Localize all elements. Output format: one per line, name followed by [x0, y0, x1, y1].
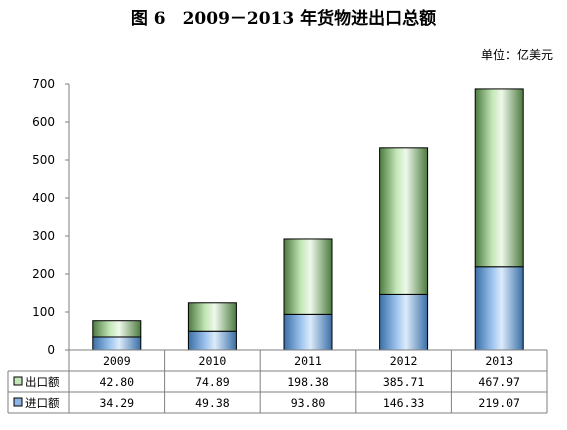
x-category-label: 2013: [485, 354, 513, 368]
chart-title: 图 6 2009－2013 年货物进出口总额: [130, 9, 437, 29]
x-category-label: 2010: [199, 354, 227, 368]
y-tick-label: 600: [32, 115, 55, 129]
legend-label: 进口额: [25, 396, 60, 410]
data-label: 385.71: [383, 375, 425, 389]
bar-import-2012: [379, 293, 429, 351]
data-label: 146.33: [383, 396, 425, 410]
y-tick-label: 100: [32, 305, 55, 319]
bar-export-2012: [379, 147, 429, 295]
x-category-label: 2012: [390, 354, 418, 368]
bar-export-2011: [283, 238, 333, 315]
data-label: 219.07: [478, 396, 520, 410]
x-category-label: 2011: [294, 354, 322, 368]
legend-label: 出口额: [25, 375, 60, 389]
data-label: 49.38: [195, 396, 230, 410]
bar-import-2013: [474, 266, 524, 351]
data-label: 42.80: [99, 375, 134, 389]
bar-export-2009: [92, 320, 142, 338]
bar-import-2009: [92, 336, 142, 351]
unit-label: 单位：亿美元: [480, 48, 553, 62]
y-tick-label: 400: [32, 191, 55, 205]
y-tick-label: 200: [32, 267, 55, 281]
y-tick-label: 500: [32, 153, 55, 167]
legend-swatch: [13, 397, 23, 407]
data-label: 34.29: [99, 396, 134, 410]
data-label: 93.80: [291, 396, 326, 410]
bar-import-2011: [283, 313, 333, 351]
data-label: 74.89: [195, 375, 230, 389]
data-label: 467.97: [478, 375, 520, 389]
bar-import-2010: [187, 330, 237, 351]
x-category-label: 2009: [103, 354, 131, 368]
y-tick-label: 700: [32, 77, 55, 91]
y-tick-label: 300: [32, 229, 55, 243]
data-label: 198.38: [287, 375, 329, 389]
legend-swatch: [13, 376, 23, 386]
y-tick-label: 0: [47, 343, 55, 357]
bar-export-2013: [474, 88, 524, 268]
bar-export-2010: [187, 302, 237, 332]
